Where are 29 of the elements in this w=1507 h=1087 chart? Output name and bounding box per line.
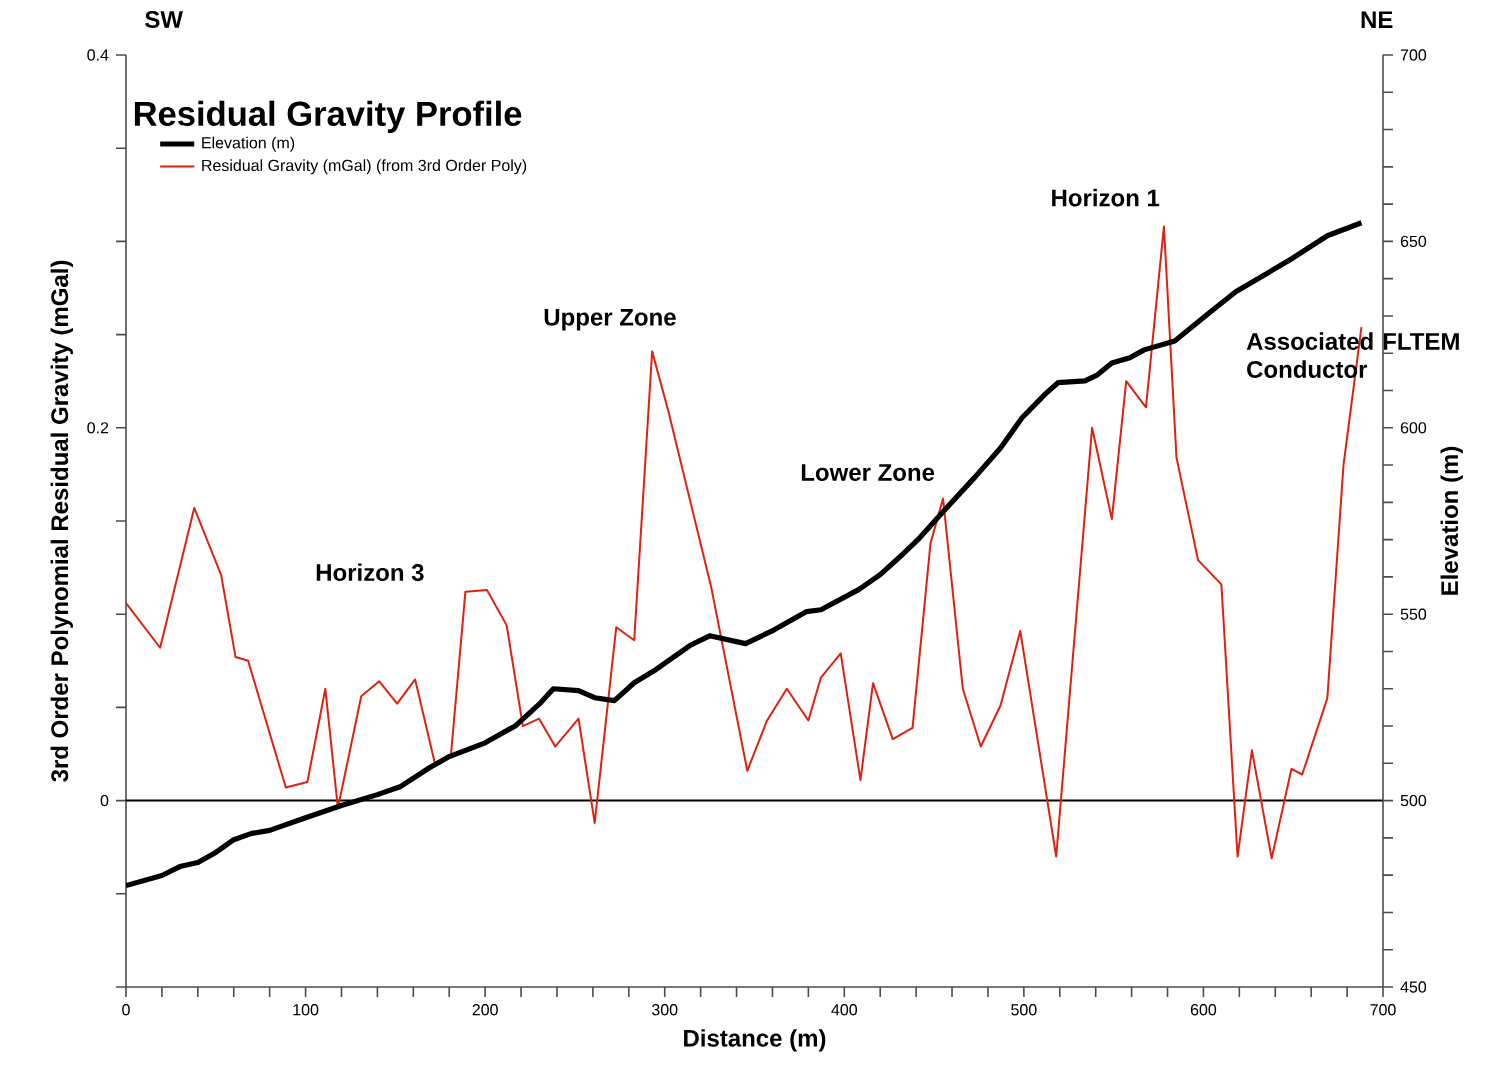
x-tick-label: 100 [293, 1004, 319, 1016]
y2-tick-label: 600 [1400, 422, 1427, 434]
x-tick-label: 200 [472, 1004, 498, 1016]
y-axis-title: 3rd Order Polynomial Residual Gravity (mGal) [50, 260, 73, 782]
x-tick-label: 600 [1190, 1004, 1217, 1016]
y2-tick-label: 700 [1400, 49, 1427, 61]
x-axis-title: Distance (m) [684, 1029, 826, 1052]
y-tick-label: 0.4 [87, 49, 109, 61]
y-tick-label: 0.2 [87, 422, 109, 434]
x-tick-label: 500 [1011, 1004, 1037, 1016]
legend-label: Residual Gravity (mGal) (from 3rd Order Poly) [202, 159, 527, 175]
y2-tick-label: 650 [1400, 235, 1427, 248]
x-tick-label: 0 [122, 1004, 130, 1016]
y2-tick-label: 500 [1400, 794, 1427, 807]
legend-label: Elevation (m) [202, 136, 295, 152]
y2-tick-label: 450 [1400, 981, 1427, 993]
text: NE [1361, 11, 1393, 28]
x-tick-label: 400 [831, 1004, 858, 1016]
y2-tick-label: 550 [1400, 608, 1427, 620]
legend-title: Residual Gravity Profile [134, 100, 522, 133]
annotation: Horizon 3 [316, 563, 424, 582]
y-tick-label: 0 [100, 794, 109, 807]
text: SW [145, 10, 184, 28]
annotation: Upper Zone [544, 308, 676, 331]
annotation: Horizon 1 [1052, 188, 1160, 207]
x-tick-label: 300 [651, 1004, 678, 1016]
x-tick-label: 700 [1370, 1004, 1396, 1016]
annotation: Lower Zone [801, 464, 935, 481]
y2-axis-title: Elevation (m) [1440, 446, 1463, 595]
